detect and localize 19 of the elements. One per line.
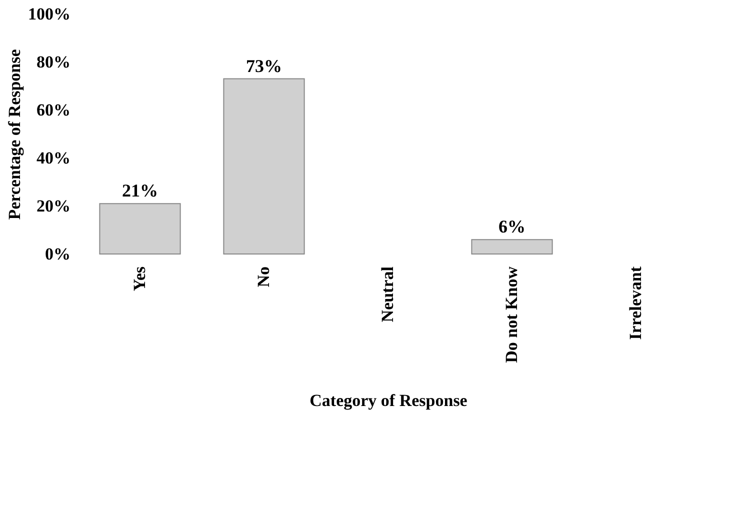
y-tick-label: 0% [45,244,70,264]
bar [471,239,553,254]
x-tick-label: Neutral [378,266,397,322]
y-tick-label: 80% [36,52,70,72]
x-tick-label: Do not Know [502,266,521,363]
x-axis-title: Category of Response [310,390,468,410]
x-tick-label: No [254,266,273,288]
y-axis-title: Percentage of Response [5,48,24,220]
data-label: 6% [498,216,526,237]
y-tick-label: 20% [36,196,70,216]
data-label: 73% [246,56,282,76]
y-tick-label: 100% [28,4,70,24]
bar [99,203,181,254]
bar [223,78,305,254]
y-tick-label: 60% [36,100,70,120]
y-tick-label: 40% [36,148,70,168]
data-label: 21% [122,180,158,201]
x-tick-label: Yes [130,266,149,292]
x-tick-label: Irrelevant [626,266,645,340]
